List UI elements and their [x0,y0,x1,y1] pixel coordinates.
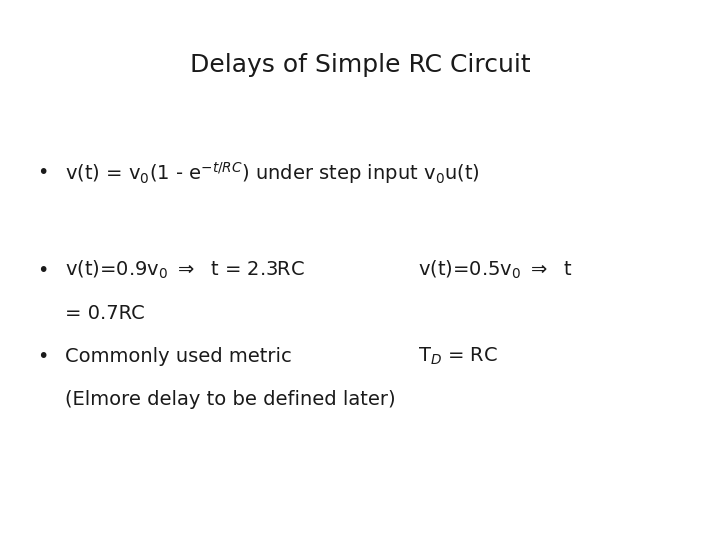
Text: T$_D$ = RC: T$_D$ = RC [418,346,498,367]
Text: (Elmore delay to be defined later): (Elmore delay to be defined later) [65,390,395,409]
Text: •: • [37,347,49,366]
Text: = 0.7RC: = 0.7RC [65,303,145,323]
Text: v(t)=0.9v$_0$ $\Rightarrow$  t = 2.3RC: v(t)=0.9v$_0$ $\Rightarrow$ t = 2.3RC [65,259,305,281]
Text: Delays of Simple RC Circuit: Delays of Simple RC Circuit [189,53,531,77]
Text: v(t) = v$_0$(1 - e$^{-t/RC}$) under step input v$_0$u(t): v(t) = v$_0$(1 - e$^{-t/RC}$) under step… [65,160,480,186]
Text: v(t)=0.5v$_0$ $\Rightarrow$  t: v(t)=0.5v$_0$ $\Rightarrow$ t [418,259,572,281]
Text: Commonly used metric: Commonly used metric [65,347,292,366]
Text: •: • [37,260,49,280]
Text: •: • [37,163,49,183]
